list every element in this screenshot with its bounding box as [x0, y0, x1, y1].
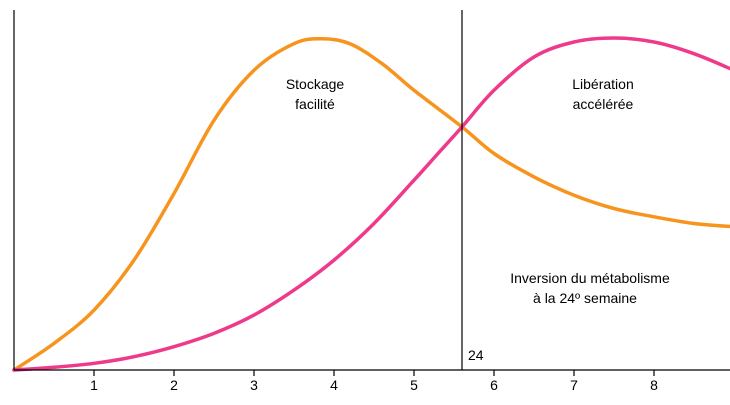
x-tick-label-2: 2 — [170, 377, 178, 393]
curves — [12, 36, 730, 372]
axes: 1 2 3 4 5 6 7 8 24 — [13, 10, 730, 393]
pink-curve — [12, 36, 730, 372]
orange-curve — [12, 36, 730, 372]
annotation-stockage-line2: facilité — [295, 96, 335, 112]
annotation-stockage-line1: Stockage — [286, 76, 345, 92]
annotations: Stockage facilité Libération accélérée I… — [286, 76, 670, 306]
x-tick-label-5: 5 — [410, 377, 418, 393]
week-24-label: 24 — [468, 347, 484, 363]
annotation-inversion-line1: Inversion du métabolisme — [510, 270, 670, 286]
x-tick-label-4: 4 — [330, 377, 338, 393]
x-tick-label-1: 1 — [90, 377, 98, 393]
annotation-liberation-line1: Libération — [572, 76, 634, 92]
x-tick-label-3: 3 — [250, 377, 258, 393]
x-tick-label-6: 6 — [490, 377, 498, 393]
x-tick-label-8: 8 — [650, 377, 658, 393]
annotation-inversion-line2: à la 24º semaine — [533, 290, 637, 306]
x-tick-label-7: 7 — [570, 377, 578, 393]
annotation-liberation-line2: accélérée — [573, 96, 634, 112]
